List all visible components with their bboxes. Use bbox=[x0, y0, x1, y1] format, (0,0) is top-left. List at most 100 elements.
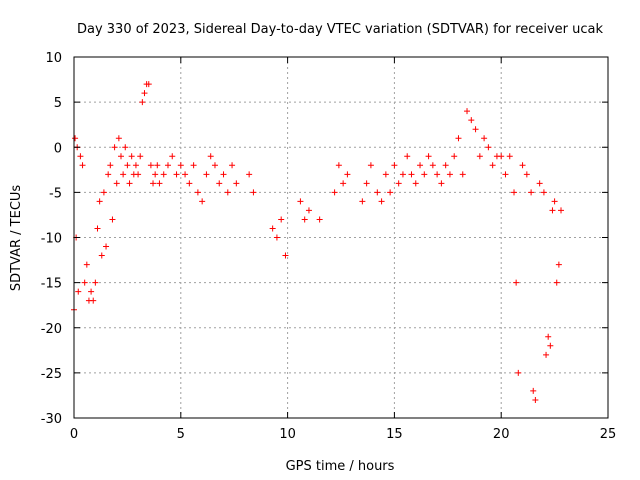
data-point bbox=[451, 153, 458, 160]
data-point bbox=[528, 189, 535, 196]
data-point bbox=[391, 162, 398, 169]
data-point bbox=[455, 135, 462, 142]
grid bbox=[74, 57, 608, 418]
data-point bbox=[464, 108, 471, 115]
data-point bbox=[211, 162, 218, 169]
data-point bbox=[301, 216, 308, 223]
data-point bbox=[399, 171, 406, 178]
data-point bbox=[186, 180, 193, 187]
data-point bbox=[476, 153, 483, 160]
data-point bbox=[316, 216, 323, 223]
data-point bbox=[111, 144, 118, 151]
data-point bbox=[547, 342, 554, 349]
y-tick-label: -15 bbox=[41, 277, 62, 292]
x-tick-label: 20 bbox=[493, 427, 510, 442]
data-point bbox=[207, 153, 214, 160]
data-point bbox=[378, 198, 385, 205]
data-point bbox=[543, 351, 550, 358]
data-point bbox=[105, 171, 112, 178]
data-point bbox=[532, 396, 539, 403]
data-point bbox=[519, 162, 526, 169]
data-point bbox=[472, 126, 479, 133]
data-point bbox=[229, 162, 236, 169]
data-point bbox=[145, 81, 152, 88]
data-point bbox=[363, 180, 370, 187]
data-point bbox=[152, 171, 159, 178]
data-point bbox=[515, 369, 522, 376]
data-point bbox=[429, 162, 436, 169]
data-point bbox=[177, 162, 184, 169]
data-point bbox=[220, 171, 227, 178]
data-point bbox=[269, 225, 276, 232]
x-axis-label: GPS time / hours bbox=[286, 459, 395, 474]
data-point bbox=[523, 171, 530, 178]
data-point bbox=[468, 117, 475, 124]
y-tick-label: -10 bbox=[41, 232, 62, 247]
data-point bbox=[536, 180, 543, 187]
data-point bbox=[382, 171, 389, 178]
data-point bbox=[551, 198, 558, 205]
data-point bbox=[250, 189, 257, 196]
data-point bbox=[224, 189, 231, 196]
data-point bbox=[203, 171, 210, 178]
data-point bbox=[408, 171, 415, 178]
data-point bbox=[425, 153, 432, 160]
data-point bbox=[182, 171, 189, 178]
data-point bbox=[103, 243, 110, 250]
data-point bbox=[404, 153, 411, 160]
data-point bbox=[94, 225, 101, 232]
data-point bbox=[113, 180, 120, 187]
axis-ticks: 0 5 10 15 20 25 -30 -25 -20 -15 -10 -5 0 5 10 bbox=[41, 51, 617, 442]
data-point bbox=[553, 279, 560, 286]
data-point bbox=[135, 171, 142, 178]
data-point bbox=[273, 234, 280, 241]
data-point bbox=[246, 171, 253, 178]
data-point bbox=[156, 180, 163, 187]
data-point bbox=[331, 189, 338, 196]
data-point bbox=[92, 279, 99, 286]
data-point bbox=[124, 162, 131, 169]
data-point bbox=[147, 162, 154, 169]
x-tick-label: 15 bbox=[386, 427, 403, 442]
data-point bbox=[502, 171, 509, 178]
data-point bbox=[194, 189, 201, 196]
data-point bbox=[79, 162, 86, 169]
data-point bbox=[141, 90, 148, 97]
data-point bbox=[412, 180, 419, 187]
data-point bbox=[438, 180, 445, 187]
data-point bbox=[122, 144, 129, 151]
data-point bbox=[489, 162, 496, 169]
x-tick-label: 25 bbox=[600, 427, 617, 442]
data-point bbox=[434, 171, 441, 178]
data-point bbox=[442, 162, 449, 169]
data-point bbox=[81, 279, 88, 286]
data-point bbox=[417, 162, 424, 169]
data-point bbox=[90, 297, 97, 304]
data-point bbox=[75, 288, 82, 295]
data-point bbox=[485, 144, 492, 151]
data-point bbox=[511, 189, 518, 196]
y-axis-label: SDTVAR / TECUs bbox=[9, 185, 24, 292]
data-point bbox=[96, 198, 103, 205]
data-point bbox=[387, 189, 394, 196]
data-point bbox=[115, 135, 122, 142]
data-point bbox=[160, 171, 167, 178]
data-point bbox=[459, 171, 466, 178]
data-point bbox=[540, 189, 547, 196]
data-point bbox=[278, 216, 285, 223]
data-point bbox=[169, 153, 176, 160]
data-point bbox=[282, 252, 289, 259]
y-tick-label: 10 bbox=[45, 51, 62, 66]
data-point bbox=[367, 162, 374, 169]
data-point bbox=[549, 207, 556, 214]
data-point bbox=[128, 153, 135, 160]
data-point bbox=[98, 252, 105, 259]
chart-title: Day 330 of 2023, Sidereal Day-to-day VTE… bbox=[77, 22, 603, 37]
data-point bbox=[558, 207, 565, 214]
data-point bbox=[481, 135, 488, 142]
data-point bbox=[72, 135, 79, 142]
data-point bbox=[545, 333, 552, 340]
data-marks bbox=[71, 81, 565, 403]
data-point bbox=[107, 162, 114, 169]
data-point bbox=[305, 207, 312, 214]
